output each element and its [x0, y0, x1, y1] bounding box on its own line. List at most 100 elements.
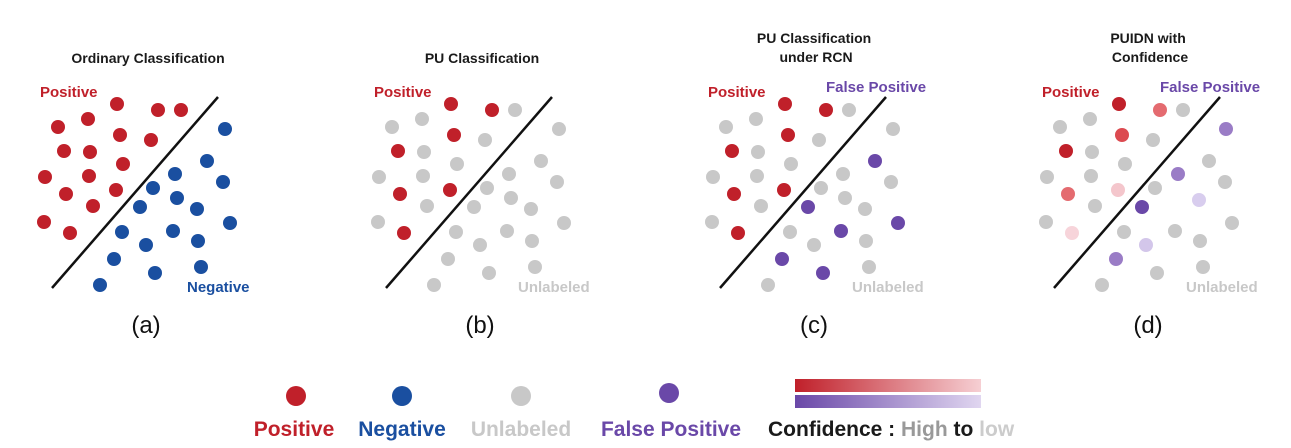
unlabeled-point: [500, 224, 514, 238]
unlabeled-point: [751, 145, 765, 159]
unlabeled-point: [1085, 145, 1099, 159]
positive-point: [63, 226, 77, 240]
false-positive-point: [816, 266, 830, 280]
confidence-label: Confidence: [768, 418, 882, 441]
unlabeled-point: [814, 181, 828, 195]
positive-point: [819, 103, 833, 117]
false-positive-point-mid-confidence: [1171, 167, 1185, 181]
panel-d-decision-boundary: [1053, 96, 1221, 289]
positive-point-mid-confidence: [1153, 103, 1167, 117]
unlabeled-point: [705, 215, 719, 229]
false-positive-point-mid-confidence: [1109, 252, 1123, 266]
positive-point-high-confidence: [1112, 97, 1126, 111]
positive-point: [393, 187, 407, 201]
legend-negative-label: Negative: [358, 418, 446, 441]
positive-point: [57, 144, 71, 158]
positive-point: [37, 215, 51, 229]
positive-point: [113, 128, 127, 142]
panel-c-false-positive-label: False Positive: [826, 79, 926, 96]
panel-d-sublabel: (d): [1133, 312, 1162, 339]
unlabeled-point: [478, 133, 492, 147]
unlabeled-point: [371, 215, 385, 229]
unlabeled-point: [859, 234, 873, 248]
panel-d-unlabeled-label: Unlabeled: [1186, 279, 1258, 296]
unlabeled-point: [441, 252, 455, 266]
unlabeled-point: [862, 260, 876, 274]
negative-point: [223, 216, 237, 230]
unlabeled-point: [385, 120, 399, 134]
positive-point: [144, 133, 158, 147]
positive-point: [116, 157, 130, 171]
positive-point: [391, 144, 405, 158]
positive-point: [781, 128, 795, 142]
unlabeled-point: [450, 157, 464, 171]
negative-point: [218, 122, 232, 136]
unlabeled-point: [812, 133, 826, 147]
legend-false-positive-swatch: [659, 383, 679, 403]
negative-point: [93, 278, 107, 292]
positive-point: [731, 226, 745, 240]
unlabeled-point: [1202, 154, 1216, 168]
negative-point: [200, 154, 214, 168]
negative-point: [194, 260, 208, 274]
unlabeled-point: [1095, 278, 1109, 292]
unlabeled-point: [1196, 260, 1210, 274]
positive-point: [82, 169, 96, 183]
unlabeled-point: [706, 170, 720, 184]
legend-unlabeled-swatch: [511, 386, 531, 406]
negative-point: [190, 202, 204, 216]
positive-point: [83, 145, 97, 159]
negative-point: [146, 181, 160, 195]
positive-point: [777, 183, 791, 197]
panel-b-positive-label: Positive: [374, 84, 432, 101]
unlabeled-point: [1088, 199, 1102, 213]
unlabeled-point: [886, 122, 900, 136]
unlabeled-point: [1040, 170, 1054, 184]
legend-positive-swatch: [286, 386, 306, 406]
negative-point: [168, 167, 182, 181]
unlabeled-point: [719, 120, 733, 134]
panel-a-sublabel: (a): [131, 312, 160, 339]
unlabeled-point: [1146, 133, 1160, 147]
unlabeled-point: [783, 225, 797, 239]
panel-a-positive-label: Positive: [40, 84, 98, 101]
unlabeled-point: [1084, 169, 1098, 183]
unlabeled-point: [1117, 225, 1131, 239]
negative-point: [107, 252, 121, 266]
negative-point: [170, 191, 184, 205]
panel-b-decision-boundary: [385, 96, 553, 289]
panel-c-points: [705, 97, 905, 292]
unlabeled-point: [372, 170, 386, 184]
positive-point: [109, 183, 123, 197]
panel-a: Ordinary Classification: [37, 50, 250, 339]
false-positive-point-low-confidence: [1192, 193, 1206, 207]
confidence-legend-text: Confidence : High to low: [768, 418, 1015, 441]
panel-c-title: PU Classification under RCN: [757, 30, 875, 65]
unlabeled-point: [467, 200, 481, 214]
negative-point: [115, 225, 129, 239]
false-positive-point: [775, 252, 789, 266]
panel-c-positive-label: Positive: [708, 84, 766, 101]
positive-point-mid-confidence: [1061, 187, 1075, 201]
positive-point: [86, 199, 100, 213]
positive-point: [727, 187, 741, 201]
panel-c-unlabeled-label: Unlabeled: [852, 279, 924, 296]
panel-b: PU Classification: [371, 50, 590, 339]
positive-point-low-confidence: [1111, 183, 1125, 197]
unlabeled-point: [473, 238, 487, 252]
unlabeled-point: [528, 260, 542, 274]
negative-point: [148, 266, 162, 280]
false-positive-point-low-confidence: [1139, 238, 1153, 252]
positive-point: [59, 187, 73, 201]
unlabeled-point: [416, 169, 430, 183]
positive-point: [725, 144, 739, 158]
unlabeled-point: [754, 199, 768, 213]
negative-point: [216, 175, 230, 189]
unlabeled-point: [427, 278, 441, 292]
unlabeled-point: [842, 103, 856, 117]
unlabeled-point: [550, 175, 564, 189]
legend-unlabeled-label: Unlabeled: [471, 418, 571, 441]
unlabeled-point: [504, 191, 518, 205]
positive-point: [397, 226, 411, 240]
unlabeled-point: [449, 225, 463, 239]
